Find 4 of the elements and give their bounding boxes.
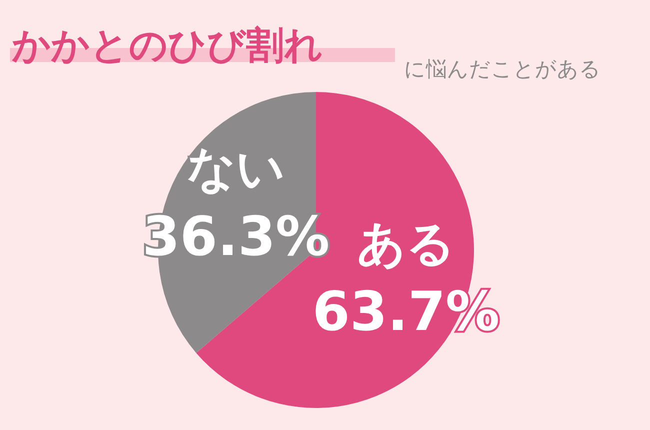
slice-label: ない: [187, 141, 285, 197]
slice-label: ある: [357, 216, 455, 272]
chart-title: かかとのひび割れ: [11, 23, 323, 67]
chart-subtitle: に悩んだことがある: [404, 57, 601, 81]
